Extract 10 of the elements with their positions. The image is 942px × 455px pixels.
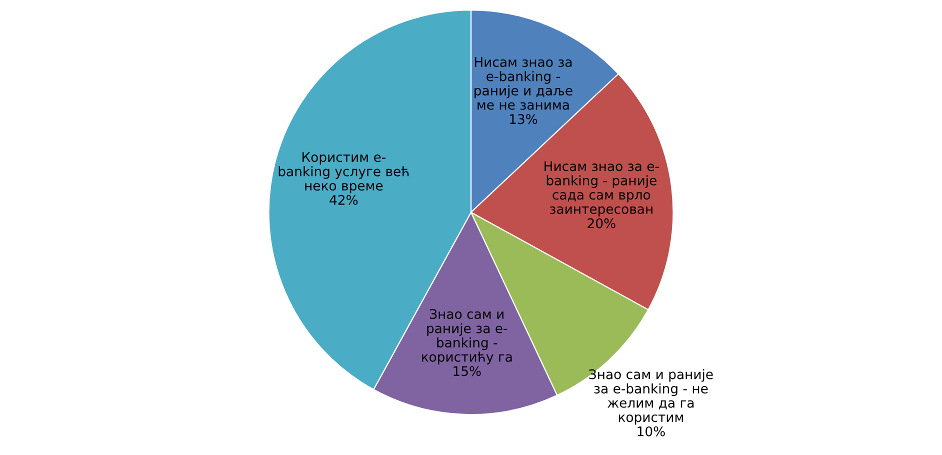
data-label: 20%	[588, 218, 616, 228]
slice-label: Користим e- banking услуге већ неко време	[278, 152, 409, 194]
data-label: 42%	[330, 194, 358, 205]
slice-label: Нисам знао за e- banking - раније сада сам врло заинтересован	[544, 161, 659, 217]
data-label: 15%	[454, 366, 481, 376]
slice-label: Нисам знао за e-banking - раније и даље ме не занима	[474, 57, 572, 110]
slice-label: Знао сам и раније за e- banking - користићу га	[422, 309, 512, 364]
data-label: 13%	[510, 114, 538, 124]
data-label: 10%	[638, 426, 665, 436]
slice-label: Знао сам и раније за e-banking - не желим да га користим	[589, 369, 713, 425]
